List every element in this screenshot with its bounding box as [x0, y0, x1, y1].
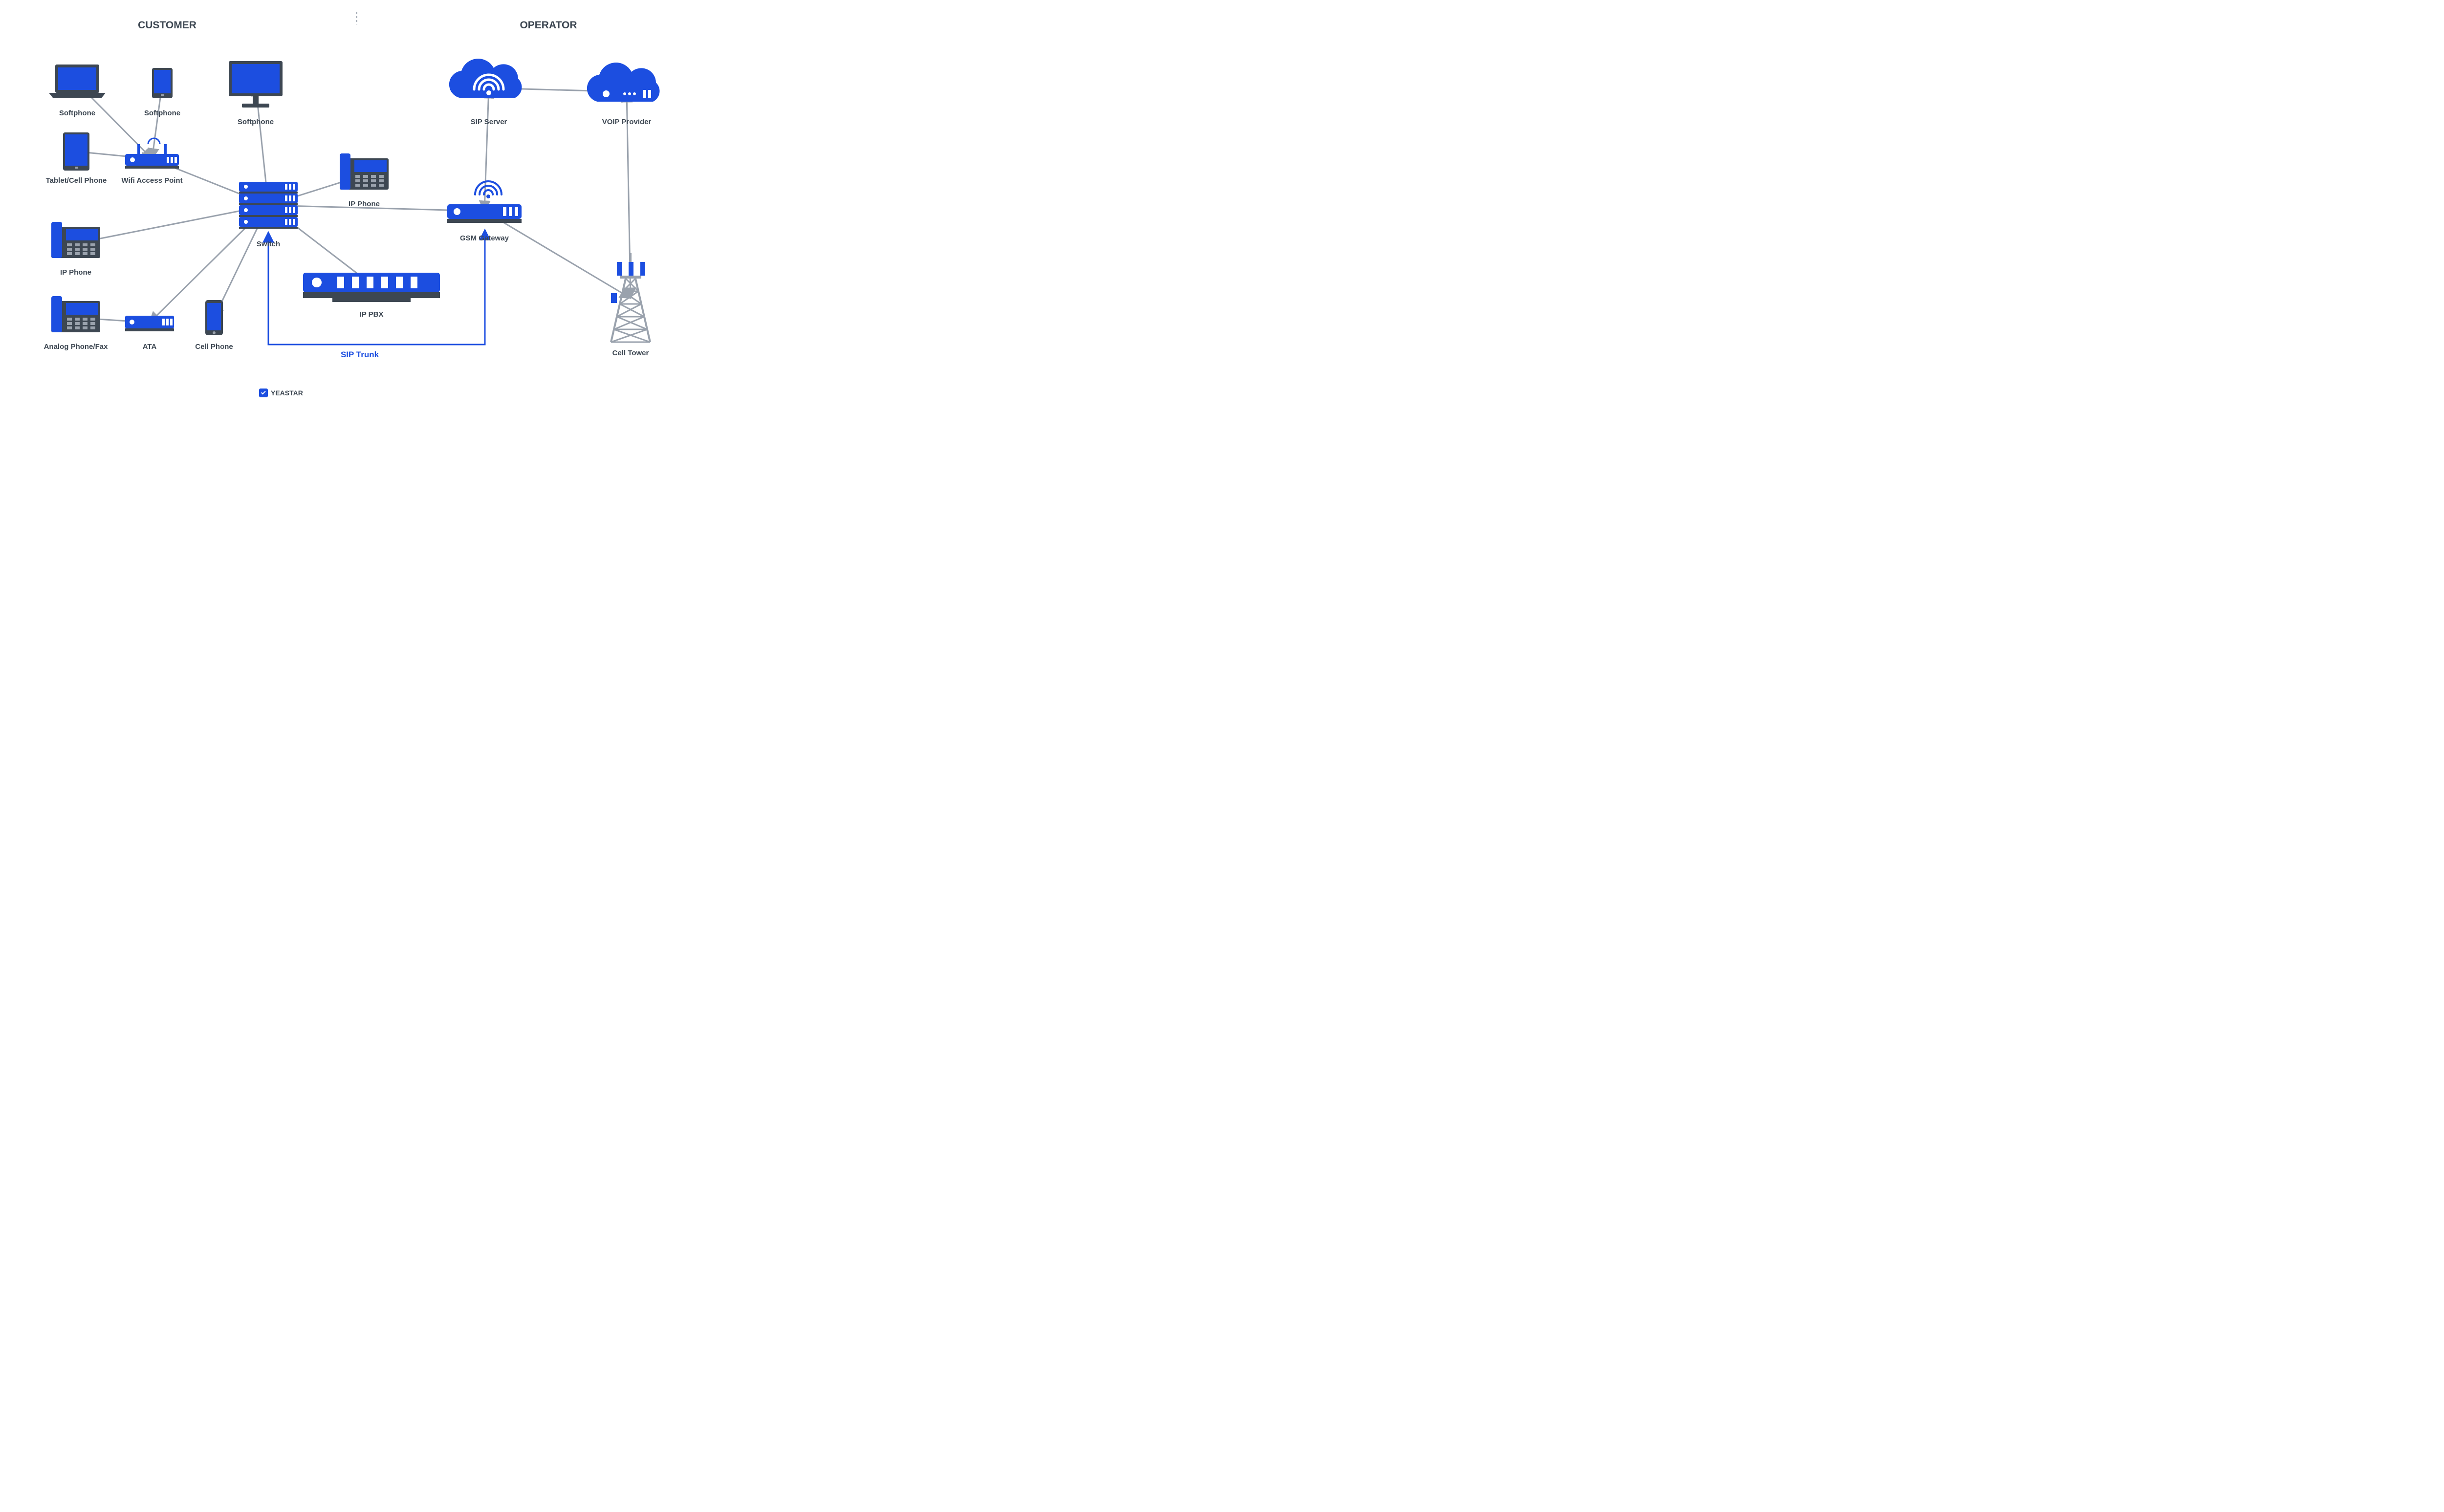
- ip-pbx-icon: [303, 273, 440, 302]
- ip-phone-icon: [340, 153, 389, 190]
- label-cell-tower: Cell Tower: [612, 348, 649, 358]
- label-softphone-tablet: Softphone: [144, 108, 180, 118]
- label-sip-server: SIP Server: [471, 117, 507, 127]
- footer-brand-text: YEASTAR: [271, 389, 303, 397]
- laptop-icon: [49, 65, 106, 98]
- footer-brand: YEASTAR: [259, 389, 303, 397]
- label-softphone-desktop: Softphone: [238, 117, 274, 127]
- label-switch: Switch: [257, 239, 280, 249]
- label-wifi-router: Wifi Access Point: [121, 176, 182, 186]
- ip-phone-icon: [51, 296, 100, 332]
- label-ip-pbx: IP PBX: [360, 310, 384, 320]
- heading-operator: OPERATOR: [520, 20, 577, 31]
- yeastar-logo-icon: [259, 389, 268, 397]
- label-sip-trunk: SIP Trunk: [341, 350, 379, 360]
- label-softphone-laptop: Softphone: [59, 108, 95, 118]
- tablet-icon: [152, 68, 173, 98]
- sip-cloud-icon: [449, 59, 522, 98]
- switch-icon: [239, 182, 298, 229]
- label-ata: ATA: [143, 342, 157, 352]
- label-cellphone-bottom: Cell Phone: [195, 342, 233, 352]
- label-analog-phone: Analog Phone/Fax: [44, 342, 108, 352]
- tablet-icon: [63, 132, 89, 171]
- label-tablet-left: Tablet/Cell Phone: [46, 176, 107, 186]
- label-voip-provider: VOIP Provider: [602, 117, 652, 127]
- ip-phone-icon: [51, 222, 100, 258]
- label-ip-phone-mid: IP Phone: [349, 199, 380, 209]
- voip-cloud-icon: [587, 63, 660, 102]
- ata-icon: [125, 316, 174, 331]
- label-gsm-gateway: GSM Gateway: [460, 234, 509, 243]
- cellphone-icon: [205, 300, 223, 335]
- desktop-icon: [229, 61, 283, 108]
- heading-customer: CUSTOMER: [138, 20, 196, 31]
- label-ip-phone-left: IP Phone: [60, 268, 91, 278]
